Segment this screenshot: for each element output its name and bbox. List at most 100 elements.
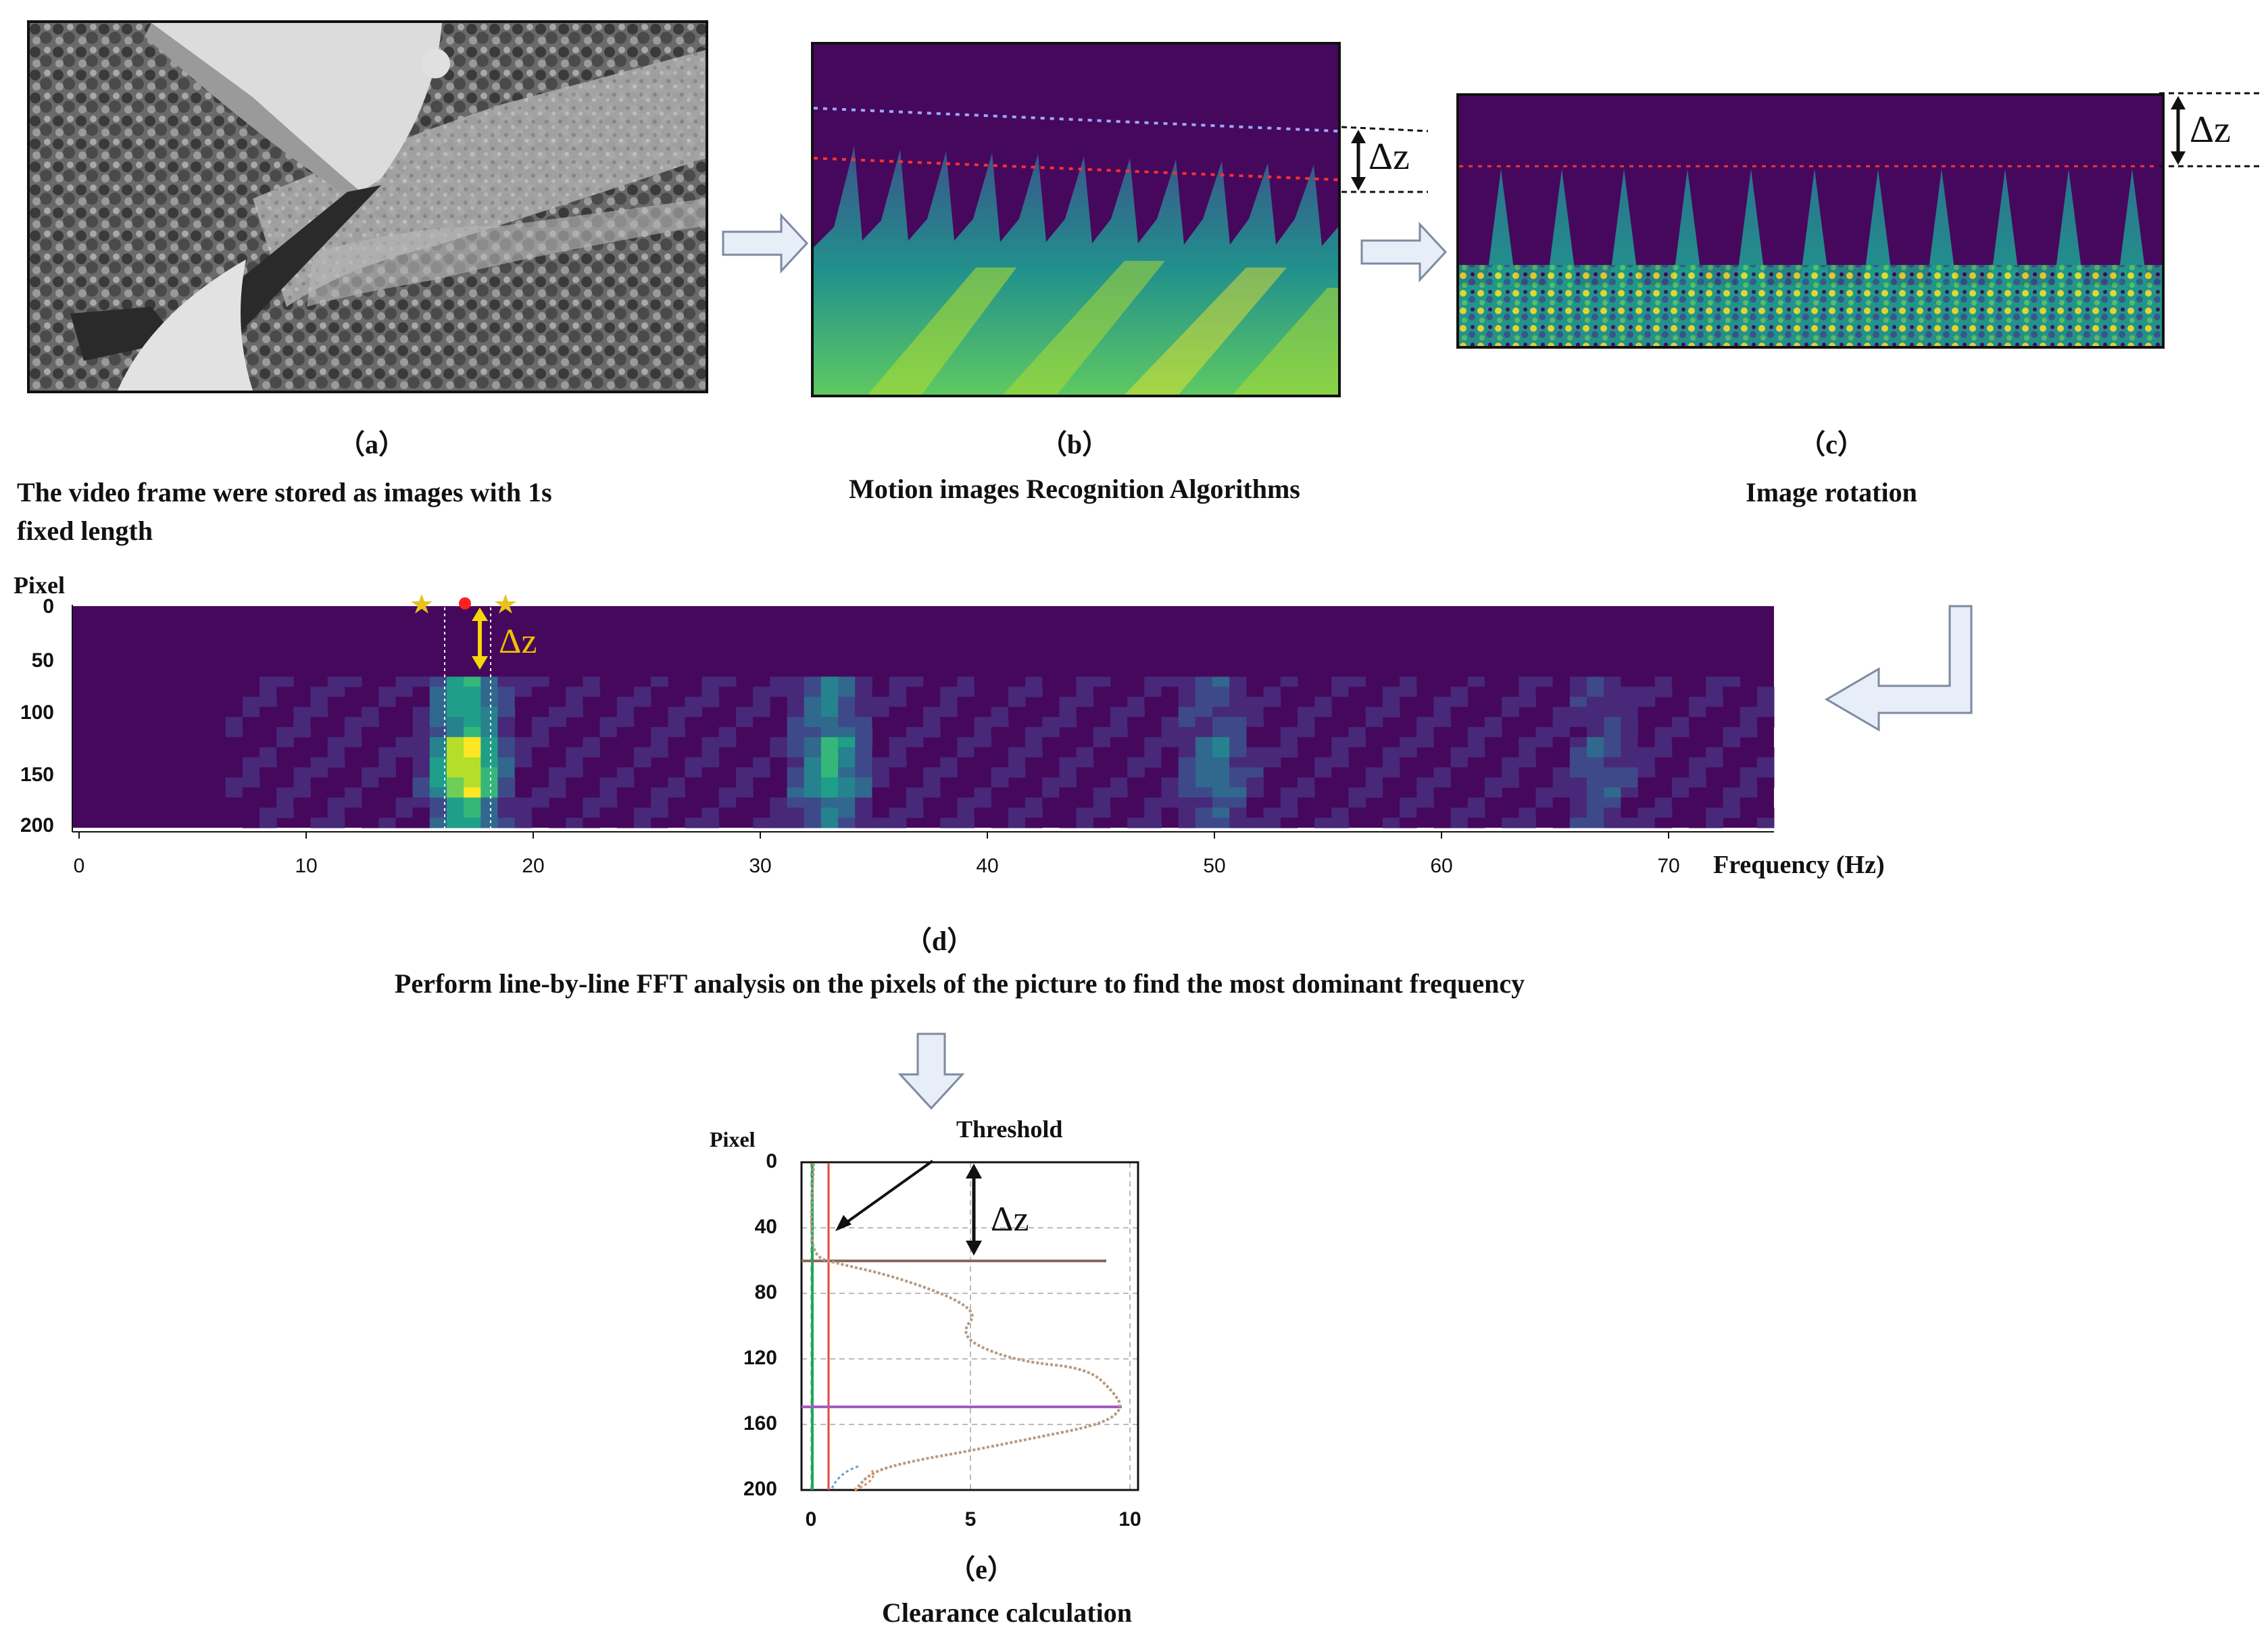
heatmap-cell — [259, 737, 277, 748]
heatmap-cell — [1416, 676, 1434, 687]
heatmap-cell — [633, 697, 651, 707]
heatmap-cell — [804, 767, 822, 778]
heatmap-cell — [276, 676, 294, 687]
heatmap-cell — [1382, 757, 1400, 768]
heatmap-cell — [1569, 707, 1587, 718]
heatmap-cell — [855, 747, 872, 758]
heatmap-cell — [820, 737, 839, 748]
heatmap-cell — [1637, 676, 1656, 687]
heatmap-cell — [1229, 717, 1247, 728]
heatmap-cell — [1382, 687, 1400, 697]
heatmap-cell — [906, 687, 924, 697]
heatmap-cell — [1212, 687, 1230, 697]
heatmap-cell — [718, 777, 737, 788]
heatmap-cell — [872, 818, 890, 828]
heatmap-cell — [446, 818, 464, 828]
heatmap-cell — [753, 697, 770, 707]
heatmap-cell — [412, 726, 430, 738]
heatmap-cell — [1382, 818, 1400, 828]
heatmap-cell — [1025, 757, 1043, 768]
heatmap-cell — [446, 676, 464, 687]
heatmap-cell — [225, 676, 243, 687]
heatmap-cell — [889, 747, 907, 758]
heatmap-cell — [497, 737, 516, 748]
heatmap-cell — [429, 737, 447, 748]
heatmap-cell — [497, 687, 516, 697]
heatmap-cell — [1552, 767, 1571, 778]
heatmap-cell — [753, 747, 770, 758]
panel-a-caption-line1: The video frame were stored as images wi… — [17, 477, 552, 507]
heatmap-cell — [1093, 818, 1111, 828]
heatmap-cell — [1331, 697, 1349, 707]
heatmap-cell — [991, 787, 1009, 798]
heatmap-cell — [770, 747, 788, 758]
heatmap-cell — [1569, 787, 1587, 798]
heatmap-cell — [753, 777, 770, 788]
heatmap-cell — [1178, 707, 1196, 718]
heatmap-cell — [1756, 767, 1775, 778]
heatmap-cell — [583, 807, 601, 818]
heatmap-cell — [344, 717, 362, 728]
heatmap-cell — [395, 726, 414, 738]
heatmap-cell — [293, 767, 312, 778]
heatmap-cell — [1195, 797, 1213, 808]
heatmap-cell — [1519, 687, 1536, 697]
heatmap-cell — [1042, 787, 1060, 798]
heatmap-cell — [1569, 737, 1587, 748]
heatmap-cell — [242, 687, 260, 697]
heatmap-cell — [1706, 737, 1723, 748]
heatmap-cell — [855, 697, 872, 707]
heatmap-cell — [1195, 777, 1213, 788]
heatmap-cell — [1621, 717, 1639, 728]
heatmap-cell — [276, 807, 294, 818]
heatmap-cell — [1178, 757, 1196, 768]
heatmap-cell — [1604, 676, 1621, 687]
heatmap-cell — [1246, 807, 1264, 818]
heatmap-cell — [395, 757, 414, 768]
heatmap-cell — [1110, 767, 1128, 778]
y-tick-label: 200 — [743, 1478, 777, 1500]
return-arrow-icon — [1825, 605, 1973, 732]
heatmap-cell — [736, 757, 754, 768]
heatmap-cell — [327, 726, 345, 738]
heatmap-cell — [1263, 747, 1281, 758]
heatmap-cell — [1706, 747, 1723, 758]
heatmap-cell — [412, 697, 430, 707]
heatmap-cell — [378, 807, 396, 818]
heatmap-cell — [549, 818, 566, 828]
heatmap-cell — [1637, 747, 1656, 758]
heatmap-cell — [259, 757, 277, 768]
heatmap-cell — [1552, 697, 1571, 707]
heatmap-cell — [787, 707, 805, 718]
panel-a-caption-line2: fixed length — [17, 516, 153, 546]
heatmap-cell — [583, 757, 601, 768]
heatmap-cell — [1519, 767, 1536, 778]
heatmap-cell — [1110, 717, 1128, 728]
heatmap-cell — [1297, 726, 1315, 738]
heatmap-cell — [446, 737, 464, 748]
heatmap-cell — [1621, 797, 1639, 808]
heatmap-cell — [1467, 797, 1485, 808]
heatmap-cell — [940, 757, 958, 768]
heatmap-cell — [889, 767, 907, 778]
heatmap-cell — [616, 818, 635, 828]
heatmap-cell — [770, 687, 788, 697]
heatmap-cell — [378, 767, 396, 778]
heatmap-cell — [1416, 807, 1434, 818]
heatmap-cell — [1552, 707, 1571, 718]
heatmap-cell — [1587, 807, 1604, 818]
heatmap-cell — [701, 818, 720, 828]
heatmap-cell — [804, 797, 822, 808]
heatmap-cell — [1093, 777, 1111, 788]
heatmap-cell — [820, 797, 839, 808]
heatmap-cell — [1450, 757, 1469, 768]
heatmap-cell — [1280, 818, 1298, 828]
heatmap-cell — [1280, 717, 1298, 728]
heatmap-cell — [1604, 717, 1621, 728]
heatmap-cell — [549, 777, 566, 788]
heatmap-cell — [412, 787, 430, 798]
heatmap-cell — [770, 737, 788, 748]
heatmap-cell — [429, 807, 447, 818]
heatmap-cell — [1246, 687, 1264, 697]
x-tick-label: 10 — [1118, 1508, 1141, 1531]
